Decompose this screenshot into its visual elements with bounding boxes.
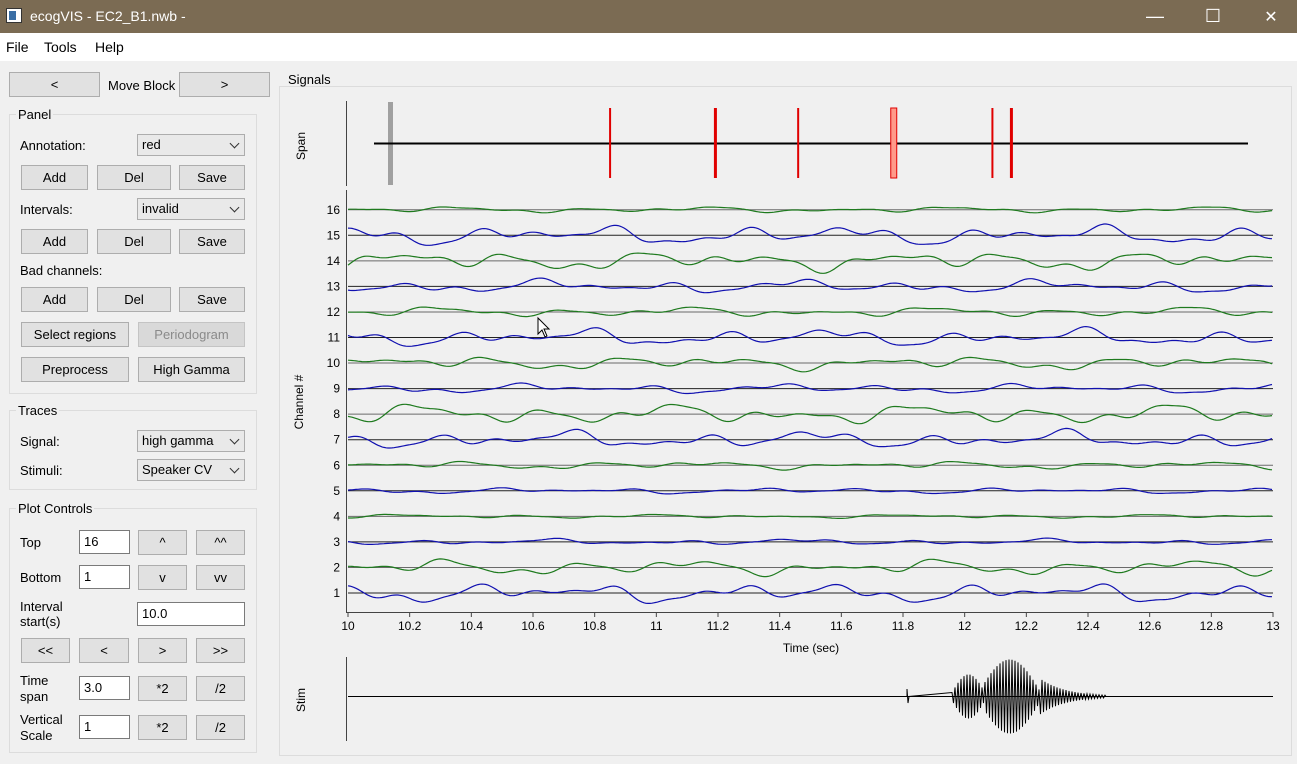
bad-channels-del-button[interactable]: Del [97,287,171,312]
time-span-label-line1: Time [20,673,49,688]
plot-controls-group [9,508,257,753]
channel-up-button[interactable]: ^ [138,530,187,555]
traces-title: Traces [16,403,60,418]
maximize-button[interactable]: ☐ [1204,6,1222,26]
stimuli-select[interactable]: Speaker CV [137,459,245,481]
select-regions-button[interactable]: Select regions [21,322,129,347]
top-label: Top [20,535,41,550]
annotation-save-button[interactable]: Save [179,165,245,190]
move-block-prev-button[interactable]: < [9,72,100,97]
menu-file[interactable]: File [6,39,29,55]
channel-page-up-button[interactable]: ^^ [196,530,245,555]
preprocess-button[interactable]: Preprocess [21,357,129,382]
time-span-half-button[interactable]: /2 [196,676,245,701]
intervals-add-button[interactable]: Add [21,229,88,254]
periodogram-button[interactable]: Periodogram [138,322,245,347]
chevron-down-icon [229,434,240,445]
app-icon [6,8,22,23]
intervals-value: invalid [142,201,179,216]
intervals-del-button[interactable]: Del [97,229,171,254]
bottom-input[interactable]: 1 [79,565,130,589]
intervals-save-button[interactable]: Save [179,229,245,254]
vertical-scale-half-button[interactable]: /2 [196,715,245,740]
vertical-scale-double-button[interactable]: *2 [138,715,187,740]
interval-start-label-line1: Interval [20,599,63,614]
title-bar: ecogVIS - EC2_B1.nwb - — ☐ ✕ [0,0,1297,33]
signal-value: high gamma [142,433,214,448]
annotation-add-button[interactable]: Add [21,165,88,190]
stimuli-value: Speaker CV [142,462,213,477]
menu-help[interactable]: Help [95,39,124,55]
top-input[interactable]: 16 [79,530,130,554]
move-block-label: Move Block [108,78,176,93]
plot-controls-title: Plot Controls [16,501,95,516]
chevron-down-icon [229,138,240,149]
signals-group [279,86,1292,756]
interval-start-label-line2: start(s) [20,614,61,629]
chevron-down-icon [229,463,240,474]
bad-channels-save-button[interactable]: Save [179,287,245,312]
time-span-label-line2: span [20,689,49,704]
vertical-scale-label-line2: Scale [20,728,53,743]
time-span-double-button[interactable]: *2 [138,676,187,701]
channel-page-down-button[interactable]: vv [196,565,245,590]
signal-label: Signal: [20,434,60,449]
annotation-label: Annotation: [20,138,86,153]
bottom-label: Bottom [20,570,62,585]
chevron-down-icon [229,202,240,213]
time-span-input[interactable]: 3.0 [79,676,130,700]
window-title: ecogVIS - EC2_B1.nwb - [30,8,186,24]
high-gamma-button[interactable]: High Gamma [138,357,245,382]
signal-select[interactable]: high gamma [137,430,245,452]
stimuli-label: Stimuli: [20,463,63,478]
time-first-button[interactable]: << [21,638,70,663]
intervals-label: Intervals: [20,202,73,217]
interval-start-input[interactable]: 10.0 [137,602,245,626]
menu-tools[interactable]: Tools [44,39,77,55]
annotation-del-button[interactable]: Del [97,165,171,190]
panel-group [9,114,257,394]
minimize-button[interactable]: — [1146,6,1164,26]
intervals-select[interactable]: invalid [137,198,245,220]
traces-group [9,410,257,490]
time-last-button[interactable]: >> [196,638,245,663]
signals-title: Signals [288,72,331,87]
annotation-select[interactable]: red [137,134,245,156]
panel-title: Panel [16,107,54,122]
bad-channels-add-button[interactable]: Add [21,287,88,312]
close-button[interactable]: ✕ [1264,8,1278,26]
channel-down-button[interactable]: v [138,565,187,590]
bad-channels-label: Bad channels: [20,263,103,278]
vertical-scale-label-line1: Vertical [20,712,63,727]
menu-bar: File Tools Help [0,33,1297,61]
vertical-scale-input[interactable]: 1 [79,715,130,739]
move-block-next-button[interactable]: > [179,72,270,97]
time-next-button[interactable]: > [138,638,187,663]
time-prev-button[interactable]: < [79,638,129,663]
annotation-value: red [142,137,161,152]
